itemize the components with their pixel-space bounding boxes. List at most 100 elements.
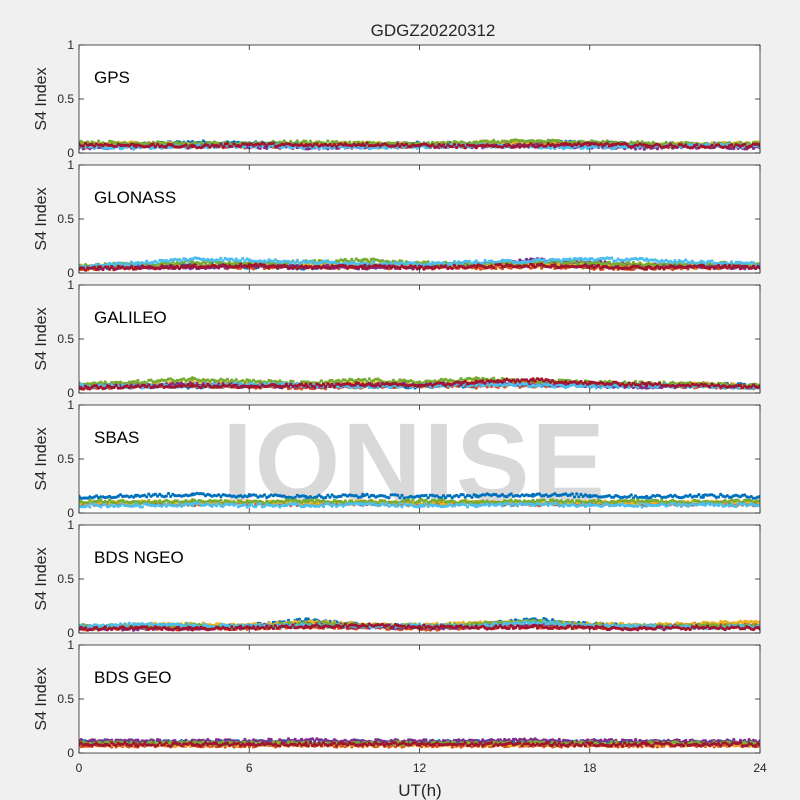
series-jitter-dot [743,267,747,271]
series-jitter-dot [142,261,147,265]
series-jitter-dot [527,265,531,269]
axes-background [79,165,760,273]
series-group [79,376,760,391]
series-jitter-dot [186,263,190,267]
series-jitter-dot [169,258,173,262]
series-jitter-dot [570,258,574,262]
series-jitter-dot [280,265,284,269]
series-jitter-dot [273,258,277,262]
data-point [190,264,195,269]
series-jitter-dot [596,263,601,268]
series-jitter-dot [343,257,347,262]
series-jitter-dot [723,263,727,268]
series-jitter-dot [583,263,588,267]
series-jitter-dot [551,142,555,147]
series-jitter-dot [374,146,378,150]
data-point [134,261,138,266]
series-jitter-dot [610,256,614,260]
data-point [190,257,195,261]
data-point [190,260,195,265]
series-jitter-dot [745,264,749,269]
data-point [531,143,535,148]
series-jitter-dot [177,261,181,265]
series-jitter-dot [328,266,332,270]
series-7 [79,141,760,150]
series-jitter-dot [142,265,147,269]
data-point [701,144,706,149]
series-jitter-dot [90,142,94,147]
series-jitter-dot [725,266,729,270]
series-jitter-dot [385,266,389,270]
series-jitter-dot [121,265,125,269]
y-tick-label: 1 [67,38,74,52]
series-jitter-dot [118,143,123,147]
series-jitter-dot [225,142,229,146]
series-jitter-dot [129,260,133,264]
series-jitter-dot [147,141,151,145]
series-jitter-dot [618,258,622,262]
data-point [531,263,535,268]
series-jitter-dot [441,143,446,147]
series-jitter-dot [241,142,245,146]
series-jitter-dot [684,258,688,262]
series-jitter-dot [546,142,550,146]
series-jitter-dot [450,266,454,271]
series-jitter-dot [232,262,236,266]
data-point [304,265,308,270]
series-jitter-dot [738,267,743,271]
series-jitter-dot [326,263,330,268]
series-jitter-dot [310,259,315,263]
data-point [247,142,252,147]
series-jitter-dot [164,144,168,148]
series-jitter-dot [335,144,339,148]
series-jitter-dot [391,144,395,148]
series-jitter-dot [158,140,162,144]
series-jitter-dot [710,141,714,145]
series-jitter-dot [256,264,260,268]
series-jitter-dot [271,141,275,145]
series-jitter-dot [228,260,232,264]
data-point [304,140,308,144]
series-group [79,138,760,151]
series-jitter-dot [114,267,118,271]
series-jitter-dot [81,147,85,151]
series-jitter-dot [284,264,288,268]
data-point [588,261,592,266]
series-jitter-dot [666,265,670,270]
series-jitter-dot [254,262,258,266]
series-jitter-dot [411,267,415,271]
series-jitter-dot [721,143,725,147]
series-jitter-dot [444,264,448,268]
series-jitter-dot [435,145,439,149]
series-jitter-dot [485,139,489,143]
series-jitter-dot [219,256,223,260]
series-jitter-dot [743,142,747,146]
series-jitter-dot [444,145,448,149]
series-group [79,256,760,272]
data-point [644,265,649,270]
series-jitter-dot [446,143,450,147]
series-jitter-dot [238,262,243,266]
series-jitter-dot [241,256,245,261]
series-jitter-dot [658,143,662,148]
series-jitter-dot [332,260,336,264]
series-jitter-dot [332,143,336,147]
axes-background [79,45,760,153]
series-jitter-dot [393,144,398,148]
series-jitter-dot [295,258,299,262]
series-jitter-dot [751,264,756,268]
y-axis-label: S4 Index [33,67,50,130]
series-jitter-dot [452,260,456,264]
series-jitter-dot [206,143,210,147]
series-jitter-dot [631,267,636,271]
y-tick-label: 0 [67,266,74,280]
y-tick-label: 1 [67,158,74,172]
series-jitter-dot [516,143,520,147]
series-jitter-dot [221,145,225,149]
series-jitter-dot [636,140,640,144]
series-jitter-dot [243,259,247,263]
series-jitter-dot [673,259,677,263]
series-jitter-dot [455,262,459,266]
series-jitter-dot [221,259,225,263]
